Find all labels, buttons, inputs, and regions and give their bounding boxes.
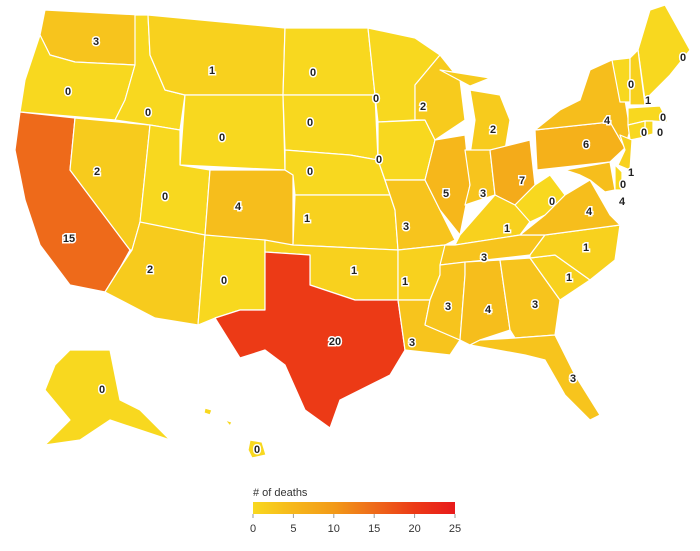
state-value: 0 [373, 93, 379, 105]
state-value: 3 [481, 252, 487, 264]
state-value: 1 [645, 95, 651, 107]
legend-title: # of deaths [253, 487, 308, 499]
state-value: 1 [628, 167, 634, 179]
state-value: 6 [583, 139, 589, 151]
state-value: 0 [221, 275, 227, 287]
state [637, 4, 691, 101]
state-value: 3 [93, 36, 99, 48]
state-value: 1 [402, 276, 408, 288]
state [514, 174, 566, 223]
state [204, 169, 294, 246]
state-value: 4 [586, 206, 593, 218]
state-value: 5 [443, 188, 449, 200]
state [203, 407, 267, 459]
state-value: 0 [680, 52, 686, 64]
state-value: 2 [147, 264, 153, 276]
legend-tick-label: 0 [250, 523, 256, 535]
state-value: 0 [219, 132, 225, 144]
state-value: 0 [310, 67, 316, 79]
legend-tick-label: 15 [368, 523, 380, 535]
state [614, 164, 623, 191]
state-value: 1 [351, 265, 357, 277]
state-value: 1 [583, 242, 589, 254]
state-value: 3 [409, 337, 415, 349]
state-value: 4 [235, 201, 242, 213]
legend-tick-label: 20 [408, 523, 420, 535]
state-value: 4 [604, 115, 611, 127]
state [564, 161, 616, 193]
state-value: 1 [209, 65, 215, 77]
state [377, 119, 436, 181]
state-value: 7 [519, 175, 525, 187]
state [282, 27, 376, 96]
state-value: 3 [532, 299, 538, 311]
state-value: 0 [162, 191, 168, 203]
legend-tick-label: 5 [290, 523, 296, 535]
state-value: 3 [480, 188, 486, 200]
state-value: 0 [660, 112, 666, 124]
state-value: 0 [657, 127, 663, 139]
state [469, 334, 601, 421]
state-value: 20 [329, 336, 341, 348]
state [464, 149, 496, 206]
state-value: 3 [445, 301, 451, 313]
state-value: 4 [619, 196, 626, 208]
state-value: 0 [307, 166, 313, 178]
state-value: 0 [620, 179, 626, 191]
state-value: 2 [94, 166, 100, 178]
state-value: 2 [490, 124, 496, 136]
state-value: 3 [403, 221, 409, 233]
state [44, 349, 171, 446]
state-value: 15 [63, 233, 75, 245]
state [147, 14, 286, 96]
state [534, 121, 626, 171]
legend-tick-label: 25 [449, 523, 461, 535]
state [617, 134, 633, 171]
state-value: 4 [485, 304, 492, 316]
state [179, 94, 286, 171]
state [282, 94, 379, 161]
state-value: 0 [99, 384, 105, 396]
state [629, 49, 646, 106]
state-value: 1 [504, 223, 510, 235]
state-value: 1 [566, 272, 572, 284]
state-value: 0 [307, 117, 313, 129]
state [627, 120, 646, 141]
state-value: 0 [65, 86, 71, 98]
state-value: 0 [376, 154, 382, 166]
state-value: 0 [628, 79, 634, 91]
state-value: 0 [549, 196, 555, 208]
state-value: 2 [420, 101, 426, 113]
state-value: 0 [145, 107, 151, 119]
state-value: 0 [641, 127, 647, 139]
state-value: 0 [254, 444, 260, 456]
legend-tick-label: 10 [328, 523, 340, 535]
legend-bar [253, 502, 455, 514]
state [214, 251, 406, 429]
state-value: 1 [304, 213, 310, 225]
state-value: 3 [570, 373, 576, 385]
